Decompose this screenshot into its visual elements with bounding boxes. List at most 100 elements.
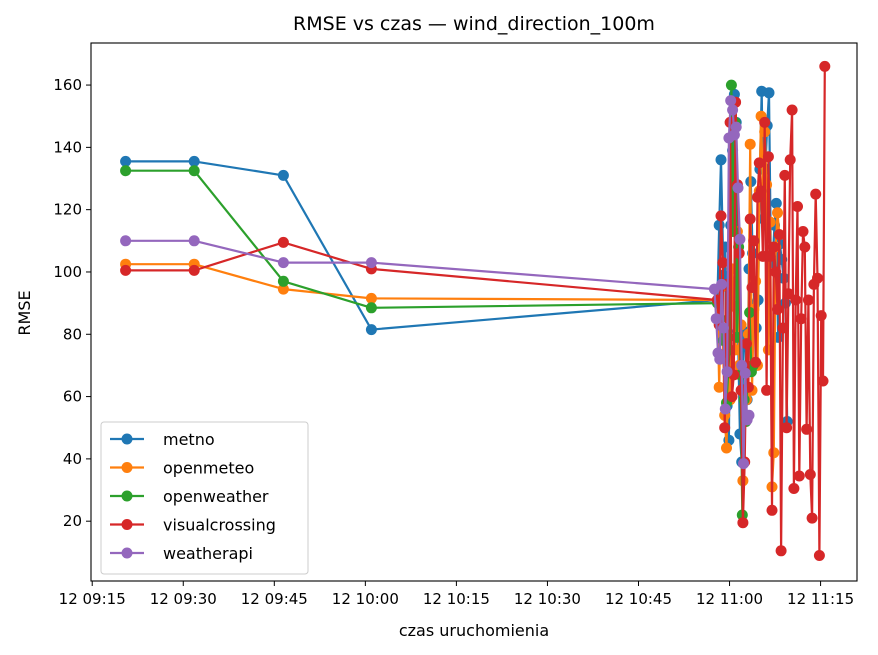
data-point-visualcrossing bbox=[775, 545, 787, 557]
data-point-visualcrossing bbox=[188, 264, 200, 276]
legend-label: weatherapi bbox=[163, 544, 253, 563]
data-point-weatherapi bbox=[719, 403, 731, 415]
data-point-weatherapi bbox=[730, 121, 742, 133]
plot-area bbox=[90, 42, 858, 582]
data-point-visualcrossing bbox=[799, 241, 811, 253]
y-tick-label: 80 bbox=[63, 325, 82, 343]
data-point-weatherapi bbox=[277, 257, 289, 269]
data-point-visualcrossing bbox=[790, 294, 802, 306]
data-point-visualcrossing bbox=[759, 116, 771, 128]
data-point-visualcrossing bbox=[120, 264, 132, 276]
data-point-metno bbox=[715, 154, 727, 166]
data-point-visualcrossing bbox=[719, 422, 731, 434]
data-point-weatherapi bbox=[710, 313, 722, 325]
data-point-metno bbox=[713, 219, 725, 231]
data-point-metno bbox=[365, 324, 377, 336]
data-point-visualcrossing bbox=[772, 303, 783, 315]
y-tick-label: 120 bbox=[53, 201, 82, 219]
data-point-visualcrossing bbox=[802, 294, 814, 306]
data-point-visualcrossing bbox=[750, 356, 762, 368]
data-point-visualcrossing bbox=[817, 375, 829, 387]
data-point-openmeteo bbox=[713, 381, 725, 393]
data-point-visualcrossing bbox=[773, 229, 785, 241]
data-point-openmeteo bbox=[365, 292, 377, 304]
legend-item-visualcrossing: visualcrossing bbox=[110, 516, 276, 535]
x-tick-label: 12 09:15 bbox=[59, 590, 126, 608]
data-point-visualcrossing bbox=[781, 422, 793, 434]
x-tick-label: 12 09:30 bbox=[150, 590, 217, 608]
data-point-weatherapi bbox=[738, 458, 749, 470]
y-tick-label: 100 bbox=[53, 263, 82, 281]
data-point-visualcrossing bbox=[748, 235, 760, 247]
legend-box bbox=[100, 421, 309, 575]
x-tick-label: 12 11:15 bbox=[787, 590, 854, 608]
series-line-weatherapi bbox=[125, 99, 751, 465]
data-point-weatherapi bbox=[727, 104, 739, 116]
data-point-openmeteo bbox=[277, 283, 289, 295]
data-point-weatherapi bbox=[721, 366, 733, 378]
data-point-openmeteo bbox=[772, 207, 783, 219]
series-visualcrossing bbox=[120, 60, 831, 561]
data-point-openmeteo bbox=[721, 442, 732, 454]
y-axis: 20 40 60 80 100 120 140 160 bbox=[53, 76, 91, 530]
data-point-weatherapi bbox=[732, 182, 744, 194]
legend-marker bbox=[121, 490, 133, 502]
data-point-visualcrossing bbox=[788, 483, 800, 494]
data-point-visualcrossing bbox=[782, 288, 794, 300]
x-tick-label: 12 10:00 bbox=[332, 590, 399, 608]
data-point-visualcrossing bbox=[784, 154, 796, 166]
legend-item-openmeteo: openmeteo bbox=[110, 459, 254, 478]
data-point-visualcrossing bbox=[795, 313, 807, 325]
data-point-visualcrossing bbox=[737, 517, 749, 529]
y-tick-label: 40 bbox=[63, 450, 82, 468]
legend-marker bbox=[121, 433, 133, 445]
legend: metno openmeteo openweather visualcrossing w… bbox=[100, 421, 309, 575]
data-point-openweather bbox=[277, 275, 289, 287]
x-tick-label: 12 11:00 bbox=[696, 590, 763, 608]
legend-marker bbox=[121, 547, 133, 559]
legend-label: openweather bbox=[163, 487, 269, 506]
data-point-visualcrossing bbox=[761, 384, 773, 396]
y-axis-label: RMSE bbox=[15, 290, 34, 335]
legend-item-metno: metno bbox=[110, 430, 215, 449]
data-point-visualcrossing bbox=[801, 423, 813, 435]
data-point-visualcrossing bbox=[726, 391, 738, 403]
legend-marker bbox=[121, 462, 133, 473]
x-tick-label: 12 10:45 bbox=[605, 590, 672, 608]
data-point-weatherapi bbox=[743, 409, 755, 421]
data-point-weatherapi bbox=[188, 235, 200, 247]
legend-label: visualcrossing bbox=[163, 516, 276, 535]
data-point-metno bbox=[188, 155, 200, 167]
data-point-visualcrossing bbox=[746, 282, 758, 293]
data-point-metno bbox=[120, 155, 132, 167]
data-point-visualcrossing bbox=[804, 469, 816, 480]
data-point-visualcrossing bbox=[797, 226, 809, 237]
data-point-visualcrossing bbox=[277, 236, 289, 248]
data-point-metno bbox=[763, 87, 775, 99]
data-point-visualcrossing bbox=[741, 338, 752, 350]
data-point-visualcrossing bbox=[806, 512, 818, 524]
data-point-visualcrossing bbox=[717, 257, 729, 269]
x-tick-label: 12 09:45 bbox=[241, 590, 308, 608]
chart-title: RMSE vs czas — wind_direction_100m bbox=[293, 13, 655, 35]
legend-marker bbox=[121, 519, 133, 530]
data-point-visualcrossing bbox=[813, 550, 825, 561]
data-point-weatherapi bbox=[365, 257, 377, 269]
data-point-visualcrossing bbox=[762, 151, 774, 163]
data-point-weatherapi bbox=[120, 235, 132, 247]
data-point-visualcrossing bbox=[744, 213, 756, 225]
data-point-weatherapi bbox=[725, 95, 737, 107]
data-point-weatherapi bbox=[734, 233, 746, 245]
x-tick-label: 12 10:15 bbox=[423, 590, 490, 608]
data-point-visualcrossing bbox=[812, 272, 823, 284]
data-point-visualcrossing bbox=[768, 241, 780, 253]
data-point-weatherapi bbox=[739, 367, 751, 379]
data-point-visualcrossing bbox=[770, 266, 782, 278]
data-point-openweather bbox=[120, 165, 132, 177]
x-axis: 12 09:15 12 09:30 12 09:45 12 10:00 12 10:15… bbox=[59, 581, 854, 608]
data-point-visualcrossing bbox=[777, 322, 789, 334]
series-line-visualcrossing bbox=[125, 66, 826, 557]
data-point-openweather bbox=[188, 165, 200, 177]
data-point-visualcrossing bbox=[793, 470, 805, 482]
